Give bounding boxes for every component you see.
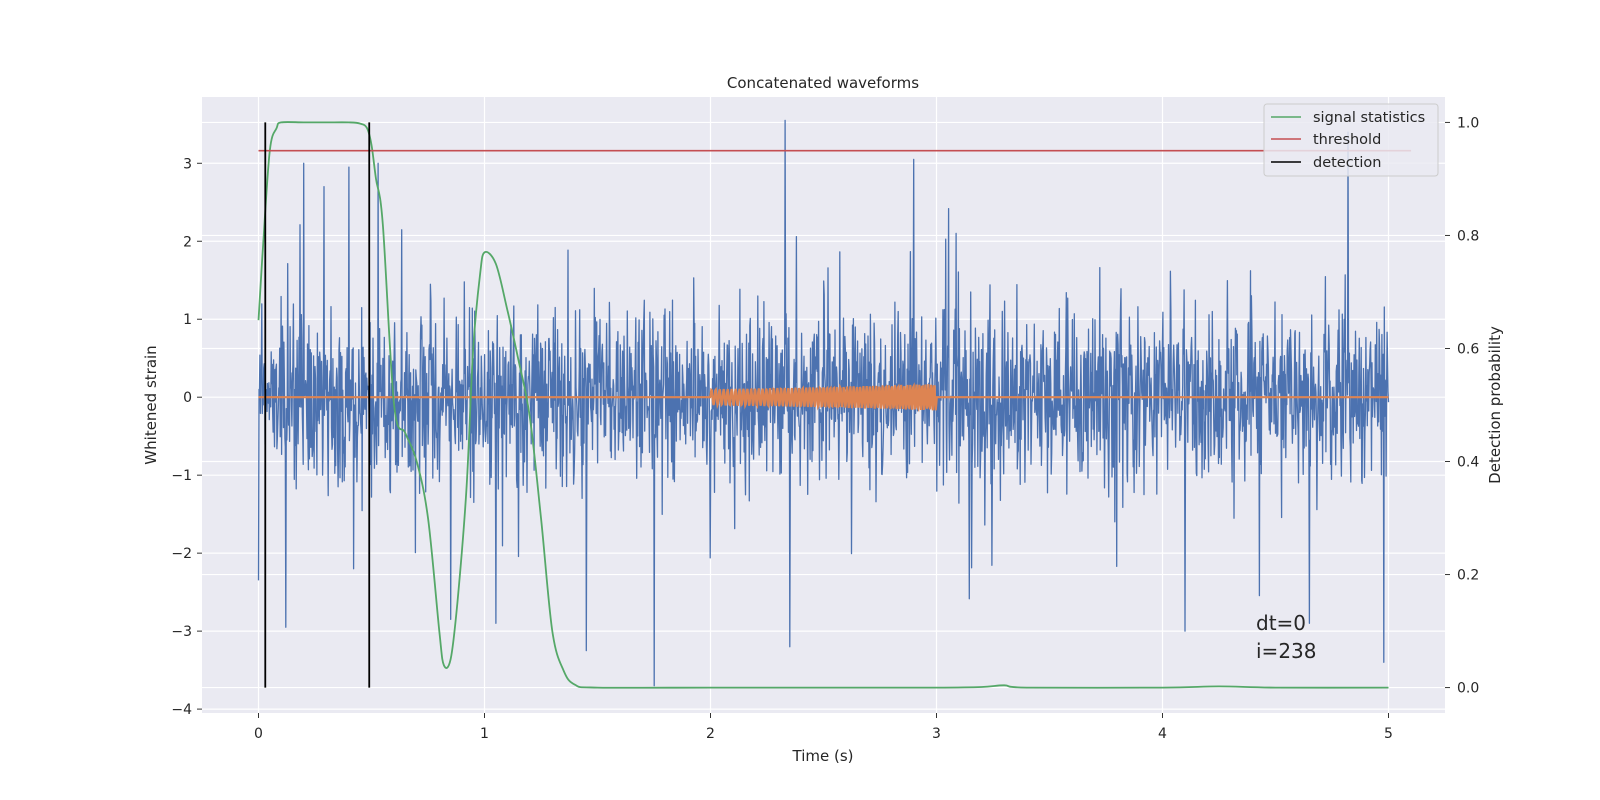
legend-box (1263, 103, 1439, 177)
annotation: dt=0 i=238 (1256, 611, 1317, 663)
y2-tick-label: 0.2 (1457, 568, 1479, 584)
y2-tick-label: 0.0 (1457, 681, 1479, 697)
y2-axis-ticks: 0.0 0.2 0.4 0.6 0.8 1.0 (1445, 115, 1479, 697)
y-axis-ticks: −4 −3 −2 −1 0 1 2 3 (171, 156, 202, 718)
y-tick-label: 2 (183, 234, 192, 250)
annotation-i: i=238 (1256, 639, 1317, 663)
y-axis-label: Whitened strain (142, 345, 160, 464)
legend-label-signal-statistics: signal statistics (1313, 110, 1425, 126)
x-tick-label: 5 (1384, 726, 1393, 742)
y-tick-label: −3 (171, 624, 192, 640)
x-tick-label: 4 (1158, 726, 1167, 742)
y-tick-label: 1 (183, 312, 192, 328)
injection-series (258, 382, 1389, 413)
y2-tick-label: 1.0 (1457, 115, 1479, 131)
x-tick-label: 2 (706, 726, 715, 742)
signal-statistics-line (257, 121, 1389, 689)
strain-line (257, 119, 1390, 687)
annotation-dt: dt=0 (1256, 611, 1306, 635)
x-tick-label: 1 (480, 726, 489, 742)
x-tick-label: 3 (932, 726, 941, 742)
x-axis-ticks: 0 1 2 3 4 5 (254, 713, 1393, 742)
signal-statistics-series (257, 121, 1389, 689)
injection-line (258, 382, 1389, 413)
x-axis-label: Time (s) (792, 747, 854, 765)
strain-series (257, 119, 1390, 687)
detection-series (264, 122, 371, 688)
y-tick-label: −1 (171, 468, 192, 484)
y2-tick-label: 0.8 (1457, 228, 1479, 244)
y-tick-label: 3 (183, 156, 192, 172)
y-tick-label: 0 (183, 390, 192, 406)
y-tick-label: −4 (171, 702, 192, 718)
y2-tick-label: 0.6 (1457, 341, 1479, 357)
x-tick-label: 0 (254, 726, 263, 742)
chart-title: Concatenated waveforms (727, 74, 919, 92)
legend-label-detection: detection (1313, 155, 1381, 171)
y-tick-label: −2 (171, 546, 192, 562)
y2-tick-label: 0.4 (1457, 455, 1479, 471)
y2-axis-label: Detection probability (1486, 326, 1504, 484)
legend-label-threshold: threshold (1313, 132, 1381, 148)
legend: signal statistics threshold detection (1263, 103, 1439, 177)
